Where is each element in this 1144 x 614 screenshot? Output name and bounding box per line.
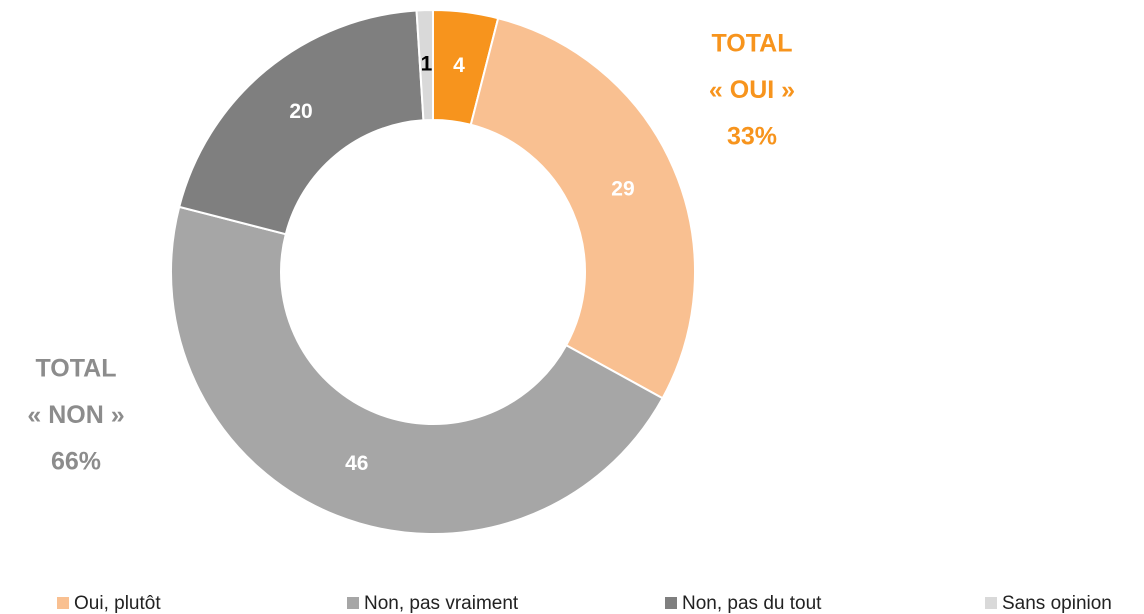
annotation: 33% [727, 123, 777, 151]
legend-label: Non, pas vraiment [364, 593, 519, 614]
legend-swatch [57, 597, 69, 609]
legend-swatch [985, 597, 997, 609]
annotation: TOTAL [711, 30, 792, 58]
donut-segment [469, 17, 696, 400]
annotation: 66% [51, 448, 101, 476]
donut-segment [178, 9, 425, 236]
value-label: 4 [453, 54, 465, 77]
legend-label: Oui, plutôt [74, 593, 161, 614]
value-label: 1 [421, 53, 433, 76]
value-label: 20 [289, 100, 312, 123]
donut-segment [415, 8, 434, 122]
value-label: 46 [345, 452, 368, 475]
legend-label: Non, pas du tout [682, 593, 822, 614]
donut-segment [170, 205, 664, 535]
value-label: 29 [611, 177, 634, 200]
annotation: TOTAL [35, 355, 116, 383]
annotation: « NON » [27, 401, 124, 429]
legend-swatch [347, 597, 359, 609]
legend-label: Sans opinion [1002, 593, 1112, 614]
annotation: « OUI » [709, 76, 795, 104]
legend-swatch [665, 597, 677, 609]
